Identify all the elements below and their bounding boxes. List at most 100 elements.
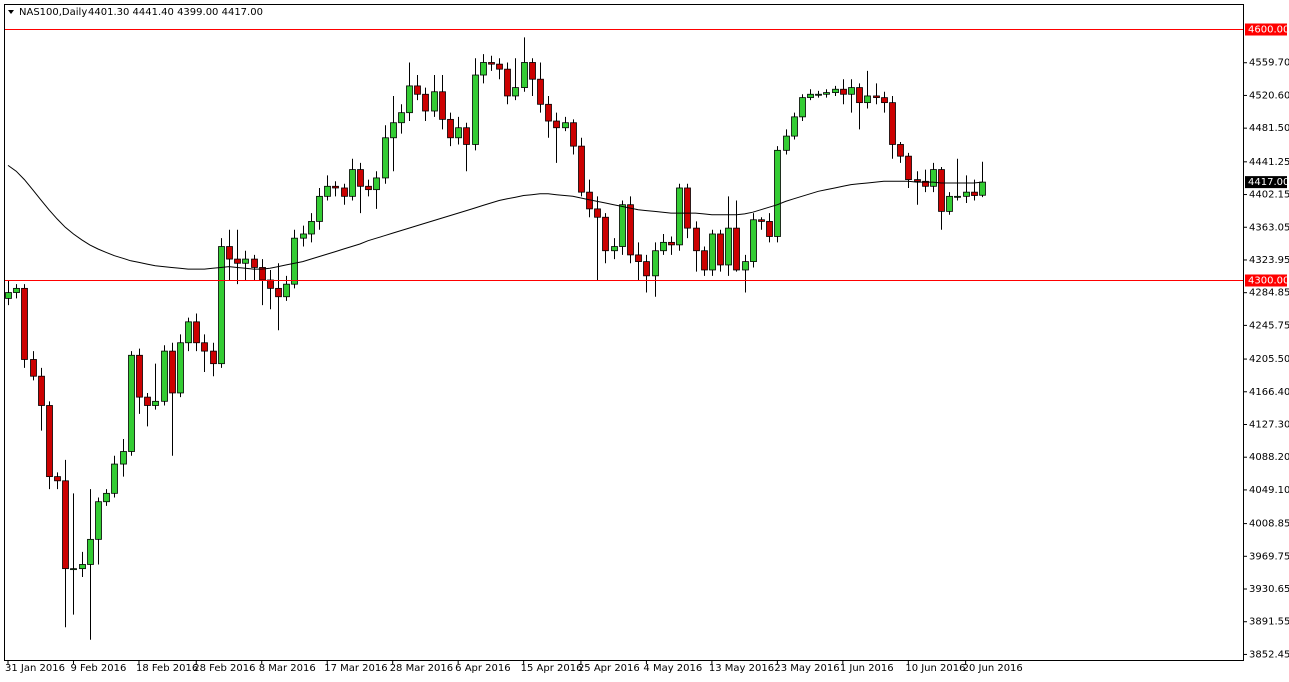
candle-body <box>275 287 282 298</box>
y-tick-label: 4441.25 <box>1249 157 1289 168</box>
candle-body <box>30 359 37 377</box>
candle-body <box>660 241 667 252</box>
candle-body <box>750 219 757 262</box>
candle-body <box>128 354 135 452</box>
candle-body <box>529 62 536 80</box>
candle-body <box>316 195 323 222</box>
candle-body <box>766 221 773 237</box>
x-tick-label: 13 May 2016 <box>709 663 774 674</box>
candle-body <box>807 93 814 99</box>
x-tick-label: 9 Feb 2016 <box>70 663 126 674</box>
x-tick-label: 31 Jan 2016 <box>5 663 65 674</box>
y-tick-label: 4402.15 <box>1249 190 1289 201</box>
candle-body <box>946 195 953 212</box>
candle-body <box>267 279 274 289</box>
x-tick-label: 25 Apr 2016 <box>578 663 640 674</box>
candle-body <box>161 350 168 402</box>
candle-body <box>201 342 208 352</box>
candle-body <box>488 62 495 65</box>
y-tick-label: 4127.30 <box>1249 419 1289 430</box>
candle-body <box>79 564 86 570</box>
candle-body <box>406 85 413 114</box>
candle-body <box>832 88 839 93</box>
candle-body <box>570 122 577 147</box>
candle-body <box>602 216 609 252</box>
candle-body <box>349 169 356 197</box>
price-label-box <box>1245 274 1287 287</box>
candle-body <box>914 179 921 182</box>
candle-body <box>373 177 380 191</box>
x-tick-label: 17 Mar 2016 <box>324 663 387 674</box>
candle-body <box>185 321 192 344</box>
candle-body <box>152 400 159 406</box>
candle-body <box>864 95 871 104</box>
x-tick-label: 4 May 2016 <box>643 663 702 674</box>
candle-body <box>54 476 61 482</box>
candle-body <box>578 145 585 193</box>
candle-body <box>627 204 634 256</box>
candle-body <box>46 405 53 478</box>
candle-body <box>218 246 225 365</box>
candle-body <box>324 185 331 197</box>
candle-body <box>439 91 446 120</box>
candle-body <box>169 350 176 394</box>
y-tick-label: 3852.45 <box>1249 649 1289 660</box>
candle-body <box>717 233 724 266</box>
candle-body <box>905 155 912 181</box>
candle-body <box>684 187 691 229</box>
y-tick-label: 3891.55 <box>1249 617 1289 628</box>
candle-body <box>242 258 249 264</box>
candle-body <box>652 250 659 277</box>
price-label-box <box>1245 23 1287 36</box>
y-tick-label: 4520.60 <box>1249 90 1289 101</box>
candle-body <box>545 103 552 122</box>
candle-body <box>512 87 519 97</box>
candle-body <box>251 258 258 268</box>
y-tick-label: 3930.65 <box>1249 584 1289 595</box>
candle-body <box>398 112 405 124</box>
candle-body <box>390 122 397 139</box>
candle-body <box>480 62 487 76</box>
candle-body <box>815 93 822 96</box>
candle-body <box>930 169 937 187</box>
candle-body <box>210 350 217 365</box>
candle-body <box>848 87 855 95</box>
candle-body <box>120 451 127 465</box>
last-price-box <box>1245 176 1287 189</box>
y-tick-label: 4323.95 <box>1249 255 1289 266</box>
price-label: 4300.00 <box>1248 276 1289 287</box>
candle-body <box>70 568 77 571</box>
candle-body <box>226 246 233 260</box>
candle-body <box>553 120 560 129</box>
candle-body <box>881 97 888 104</box>
candle-body <box>537 78 544 105</box>
candle-body <box>635 254 642 262</box>
candle-body <box>283 283 290 298</box>
y-tick-label: 4008.85 <box>1249 519 1289 530</box>
candle-body <box>619 204 626 247</box>
candle-body <box>472 74 479 145</box>
candle-body <box>758 219 765 222</box>
y-tick-label: 4166.40 <box>1249 387 1289 398</box>
candle-body <box>693 227 700 252</box>
candle-body <box>701 250 708 271</box>
y-tick-label: 4205.50 <box>1249 354 1289 365</box>
candle-body <box>136 354 143 398</box>
candle-body <box>521 62 528 88</box>
x-tick-label: 18 Feb 2016 <box>136 663 198 674</box>
x-tick-label: 28 Mar 2016 <box>390 663 453 674</box>
last-price-label: 4417.00 <box>1248 177 1289 188</box>
candle-body <box>300 233 307 239</box>
candle-body <box>643 261 650 277</box>
candle-body <box>431 91 438 112</box>
y-tick-label: 4049.10 <box>1249 485 1289 496</box>
candle-body <box>954 195 961 198</box>
candle-body <box>13 287 20 293</box>
candle-body <box>676 187 683 246</box>
y-tick-label: 4284.85 <box>1249 288 1289 299</box>
x-tick-label: 10 Jun 2016 <box>905 663 965 674</box>
candle-body <box>963 191 970 197</box>
candle-body <box>95 501 102 540</box>
